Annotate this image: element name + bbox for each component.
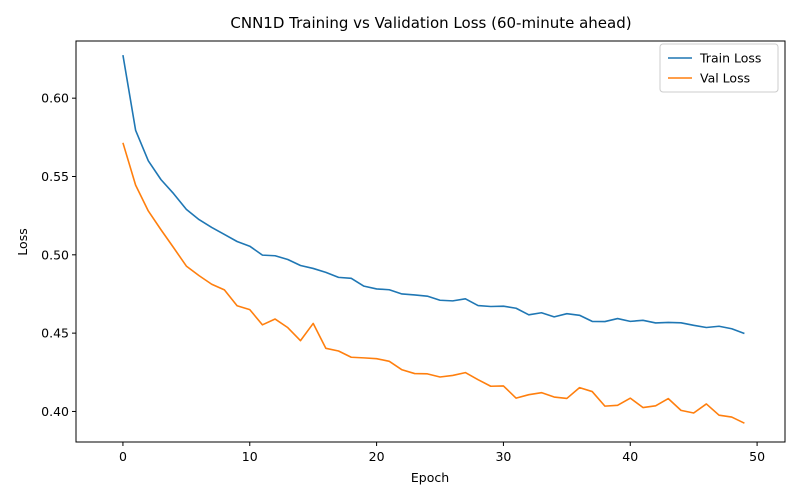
y-tick-label: 0.60 <box>41 91 69 106</box>
series-line-val-loss <box>122 142 745 424</box>
x-tick-label: 0 <box>119 449 127 464</box>
x-tick-label: 50 <box>749 449 765 464</box>
x-tick-label: 30 <box>495 449 511 464</box>
y-axis: 0.40 0.45 0.50 0.55 0.60 <box>41 91 76 419</box>
axes-frame <box>75 40 786 443</box>
y-tick-label: 0.40 <box>41 404 69 419</box>
x-tick-label: 40 <box>622 449 638 464</box>
legend-label: Train Loss <box>699 51 761 66</box>
chart-title: CNN1D Training vs Validation Loss (60-mi… <box>230 14 631 32</box>
x-axis-title: Epoch <box>411 470 449 485</box>
x-tick-label: 20 <box>369 449 385 464</box>
y-tick-label: 0.55 <box>41 169 69 184</box>
y-tick-label: 0.45 <box>41 326 69 341</box>
legend-label: Val Loss <box>700 71 750 86</box>
x-tick-label: 10 <box>242 449 258 464</box>
legend-box <box>659 43 779 93</box>
series-line-train-loss <box>122 54 745 335</box>
y-tick-label: 0.50 <box>41 247 69 262</box>
legend: Train Loss Val Loss <box>659 43 779 93</box>
x-axis: 0 10 20 30 40 50 <box>119 442 765 464</box>
plot-area <box>122 54 745 424</box>
y-axis-title: Loss <box>15 228 30 255</box>
